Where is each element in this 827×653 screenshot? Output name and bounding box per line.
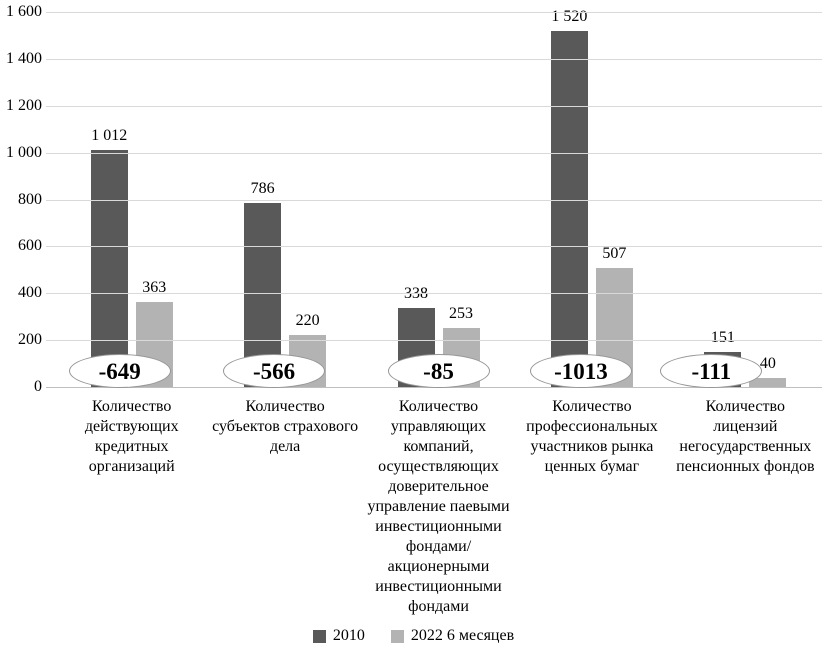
legend: 2010 2022 6 месяцев xyxy=(0,627,827,645)
plot-area: 1 012 363 -649 786 220 -566 338 253 -85 1 520 507-… xyxy=(46,8,822,388)
y-tick-label: 400 xyxy=(18,284,42,302)
bar-value-label: 220 xyxy=(295,312,320,329)
bar-value-label: 40 xyxy=(759,355,776,372)
y-tick-label: 200 xyxy=(18,331,42,349)
category-label: Количество лицензий негосударственных пе… xyxy=(676,398,815,475)
annotation-ellipse: -111 xyxy=(660,354,763,388)
y-tick-label: 600 xyxy=(18,237,42,255)
category-label: Количество управляющих компаний, осущест… xyxy=(367,398,510,615)
y-tick-label: 1 400 xyxy=(6,49,42,67)
category-label: Количество субъектов страхового дела xyxy=(212,398,359,455)
legend-entry: 2022 6 месяцев xyxy=(390,627,515,645)
gridline xyxy=(46,58,822,60)
bar-groups: 1 012 363 -649 786 220 -566 338 253 -85 1 520 507-… xyxy=(55,8,822,388)
bar-2010: 1 012 xyxy=(90,127,128,387)
bar-group: 786 220 -566 xyxy=(208,12,361,388)
gridline xyxy=(46,340,822,342)
bar-group: 1 012 363 -649 xyxy=(55,12,208,388)
bar-2010: 1 520 xyxy=(550,8,588,387)
legend-label: 2022 6 месяцев xyxy=(410,627,515,644)
gridline xyxy=(46,12,822,13)
annotation-text: -111 xyxy=(691,358,732,384)
bar-group: 1 520 507 -1013 xyxy=(515,8,668,388)
annotation-text: -566 xyxy=(253,358,296,384)
y-tick-label: 1 600 xyxy=(6,3,42,20)
gridline xyxy=(46,152,822,154)
gridline xyxy=(46,246,822,248)
bar-value-label: 1 012 xyxy=(91,127,128,144)
legend-swatch-icon xyxy=(390,629,404,643)
annotation-ellipse: -649 xyxy=(68,354,171,388)
bar-group: 151 40 -111 xyxy=(660,12,822,388)
bar-value-label: 1 520 xyxy=(551,8,588,25)
category-label: Количество профессиональных участников р… xyxy=(526,398,658,475)
y-axis: 0 200 400 600 800 1 000 1 200 1 400 1 600 xyxy=(0,3,42,395)
annotation-text: -85 xyxy=(423,358,454,384)
bar-value-label: 507 xyxy=(602,245,627,262)
y-tick-label: 1 000 xyxy=(6,143,42,161)
gridline xyxy=(46,293,822,295)
legend-swatch-icon xyxy=(312,629,326,643)
y-tick-label: 0 xyxy=(34,378,42,395)
legend-entry: 2010 xyxy=(312,627,365,645)
gridline xyxy=(46,199,822,201)
bar-group: 338 253 -85 xyxy=(362,12,515,388)
bar-2022: 40 xyxy=(749,355,787,387)
annotation-ellipse: -1013 xyxy=(529,354,632,388)
legend-label: 2010 xyxy=(332,627,365,644)
annotation-text: -649 xyxy=(98,358,141,384)
annotation-ellipse: -566 xyxy=(223,354,326,388)
annotation-ellipse: -85 xyxy=(387,354,490,388)
bar-value-label: 151 xyxy=(710,329,735,346)
category-label: Количество действующих кредитных организ… xyxy=(84,398,179,475)
bar-value-label: 363 xyxy=(142,279,167,296)
bar-value-label: 786 xyxy=(250,180,275,197)
bar-value-label: 253 xyxy=(449,305,474,322)
y-tick-label: 800 xyxy=(18,190,42,208)
gridline xyxy=(46,105,822,107)
category-axis: Количество действующих кредитных организ… xyxy=(55,397,822,617)
annotation-text: -1013 xyxy=(554,358,608,384)
y-tick-label: 1 200 xyxy=(6,96,42,114)
